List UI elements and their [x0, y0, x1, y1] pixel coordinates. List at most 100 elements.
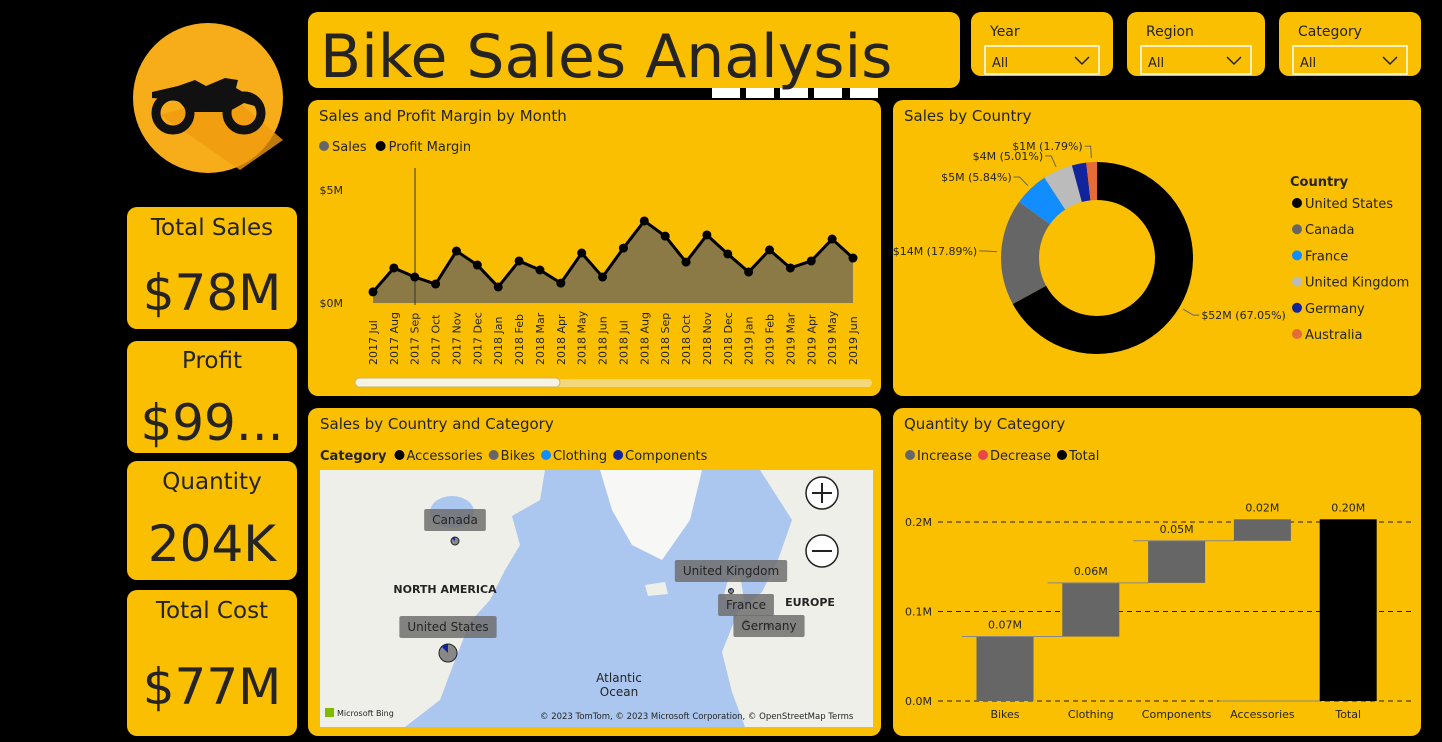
data-label: $14M (17.89%): [893, 245, 978, 258]
slicer-value: All: [1300, 56, 1316, 71]
legend-marker: [1292, 276, 1302, 287]
point: [765, 245, 775, 255]
logo-bike: [152, 78, 262, 112]
legend-label: Accessories: [406, 449, 482, 464]
x-tick-label: 2017 Sep: [409, 313, 422, 365]
point: [785, 263, 795, 273]
x-tick-label: 2018 Jan: [492, 317, 505, 365]
page-title: Bike Sales Analysis: [320, 22, 892, 92]
kpi-label: Quantity: [162, 469, 261, 495]
region-label: Ocean: [600, 685, 638, 699]
bar: [1148, 540, 1206, 583]
slicer-dropdown[interactable]: [1292, 45, 1408, 75]
data-label: 0.05M: [1160, 523, 1194, 536]
point: [431, 279, 441, 289]
legend-label: Total: [1068, 449, 1099, 464]
map-attribution: © 2023 TomTom, © 2023 Microsoft Corporat…: [540, 712, 854, 722]
logo: [133, 23, 283, 173]
chart-title: Sales by Country and Category: [320, 415, 554, 433]
card: [127, 461, 297, 580]
donut-slice: [1071, 162, 1091, 203]
y-tick-label: $0M: [320, 297, 344, 310]
legend-marker: [1292, 250, 1302, 261]
y-tick-label: 0.2M: [905, 516, 932, 529]
legend-marker: [1292, 198, 1302, 208]
slicer-label: Region: [1146, 24, 1194, 40]
land: [645, 582, 668, 596]
x-tick-label: Clothing: [1068, 708, 1114, 721]
scrollbar-thumb[interactable]: [354, 377, 561, 388]
data-label: 0.07M: [988, 619, 1022, 632]
legend-title: Category: [320, 449, 387, 464]
kpi-label: Total Cost: [155, 598, 268, 624]
point: [848, 253, 858, 263]
legend-label: Bikes: [501, 449, 536, 464]
chevron: [1074, 56, 1090, 66]
location-label: United States: [407, 620, 488, 634]
x-tick-label: 2019 May: [826, 310, 839, 365]
legend-label: France: [1305, 249, 1348, 264]
legend-label: Clothing: [553, 449, 607, 464]
legend-title: Country: [1290, 175, 1349, 190]
location-label-bg: [733, 615, 805, 637]
y-tick-label: 0.1M: [905, 606, 932, 619]
legend-marker: [978, 450, 989, 460]
legend-marker: [375, 141, 386, 151]
title-card: [308, 12, 960, 88]
legend-label: Profit Margin: [389, 140, 471, 155]
card: [127, 341, 297, 453]
point: [744, 267, 754, 277]
data-label: 0.06M: [1074, 565, 1108, 578]
legend-label: Germany: [1305, 302, 1365, 317]
chevron: [1226, 56, 1242, 66]
legend-marker: [613, 450, 624, 460]
x-tick-label: 2018 Aug: [638, 312, 651, 365]
point: [514, 256, 524, 266]
donut-slice: [1012, 162, 1193, 354]
legend-label: United States: [1305, 197, 1393, 212]
y-tick-label: 0.0M: [905, 695, 932, 708]
location-label: Germany: [741, 619, 796, 633]
kpi-value: $77M: [143, 658, 282, 716]
card: [308, 100, 881, 396]
point: [660, 231, 670, 241]
point: [702, 230, 712, 240]
chevron: [1382, 56, 1398, 66]
bubble-slice: [441, 644, 448, 653]
chart-title: Quantity by Category: [904, 415, 1065, 433]
x-tick-label: 2019 Jun: [847, 316, 860, 365]
kpi-label: Profit: [182, 348, 242, 374]
bar: [1233, 519, 1291, 541]
card: [127, 207, 297, 329]
slicer-dropdown[interactable]: [984, 45, 1100, 75]
x-tick-label: 2018 Jun: [597, 316, 610, 365]
donut-slice: [1001, 201, 1050, 304]
legend-marker: [1056, 450, 1067, 460]
slicer-dropdown[interactable]: [1140, 45, 1252, 75]
x-tick-label: 2018 Oct: [680, 314, 693, 365]
legend-label: Decrease: [990, 449, 1051, 464]
x-tick-label: 2018 Sep: [659, 313, 672, 365]
legend-marker: [319, 141, 329, 151]
x-tick-label: 2017 Aug: [388, 312, 401, 365]
x-tick-label: 2018 Jul: [617, 320, 630, 365]
leader-line: [1013, 176, 1029, 187]
bubble-slice: [452, 537, 455, 541]
bar: [976, 636, 1034, 701]
data-label: $4M (5.01%): [973, 150, 1044, 163]
location-label: United Kingdom: [683, 564, 779, 578]
provider-logo: [325, 708, 334, 717]
chart-title: Sales by Country: [904, 107, 1032, 125]
slicer-label: Category: [1298, 24, 1362, 40]
map: [320, 470, 873, 727]
data-label: 0.20M: [1331, 501, 1365, 514]
map-provider: Microsoft Bing: [337, 709, 394, 718]
legend-label: Australia: [1305, 328, 1363, 343]
x-tick-label: 2018 Apr: [555, 314, 568, 365]
donut-slice: [1019, 177, 1066, 225]
kpi-value: $99...: [140, 394, 283, 452]
point: [493, 282, 503, 292]
legend-marker: [1292, 302, 1302, 313]
point: [368, 287, 378, 297]
data-label: $52M (67.05%): [1201, 309, 1286, 322]
